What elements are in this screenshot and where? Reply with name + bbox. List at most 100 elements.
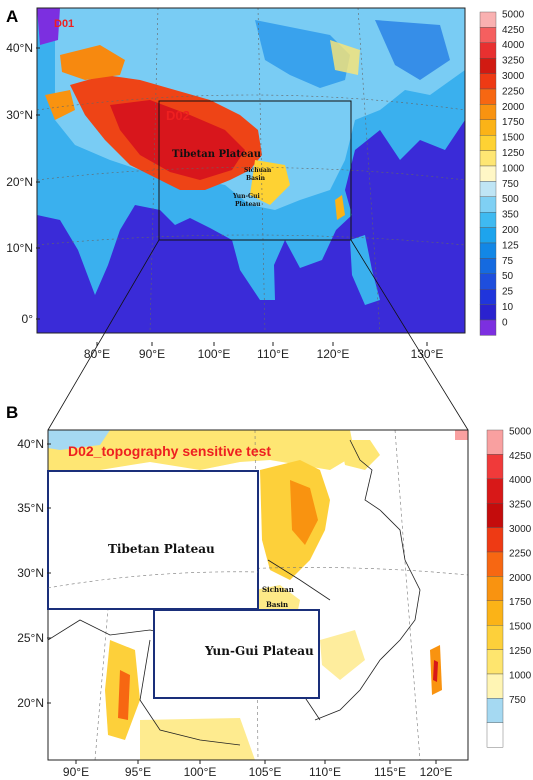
a-cbar-label-10: 1000 (502, 163, 525, 174)
a-cbar-swatch-8 (479, 134, 497, 151)
a-cbar-swatch-6 (479, 104, 497, 121)
a-cbar-label-0: 5000 (502, 9, 525, 20)
a-cbar-label-5: 2250 (502, 86, 525, 97)
a-lat-tick-4: 0° (22, 312, 34, 326)
a-cbar-swatch-2 (479, 42, 497, 59)
a-cbar-label-7: 1750 (502, 117, 525, 128)
a-cbar-swatch-7 (479, 119, 497, 136)
b-cbar-label-1: 4250 (509, 451, 532, 462)
b-cbar-label-7: 1750 (509, 597, 532, 608)
taiwan-core (433, 660, 438, 682)
d02-label: D02 (166, 108, 190, 123)
yungui-label-a2: Plateau (235, 201, 261, 208)
sichuan-label-a2: Basin (246, 175, 266, 182)
yungui-area (250, 160, 290, 205)
b-lon-tick-5: 115°E (374, 765, 406, 779)
a-cbar-label-4: 3000 (502, 71, 525, 82)
a-cbar-label-13: 350 (502, 210, 519, 221)
tibetan-label-b: Tibetan Plateau (108, 542, 215, 556)
a-lon-tick-5: 130°E (411, 347, 444, 361)
b-cbar-swatch-10 (486, 673, 504, 699)
a-cbar-label-1: 4250 (502, 25, 525, 36)
b-cbar-label-11: 750 (509, 695, 526, 706)
taihang-high (290, 480, 318, 545)
b-cbar-swatch-5 (486, 551, 504, 577)
b-lon-tick-3: 105°E (249, 765, 282, 779)
b-lat-tick-2: 30°N (17, 566, 44, 580)
tibetan-label-a: Tibetan Plateau (172, 149, 261, 160)
d02-box (158, 100, 352, 241)
d01-label: D01 (54, 18, 74, 30)
b-cbar-swatch-9 (486, 649, 504, 675)
a-cbar-swatch-20 (479, 319, 497, 336)
b-cbar-swatch-12 (486, 722, 504, 748)
panel-a-lon-ticks: 80°E 90°E 100°E 110°E 120°E 130°E (84, 342, 443, 361)
b-lon-tick-1: 95°E (125, 765, 151, 779)
zoom-line-left (47, 239, 160, 431)
a-cbar-label-14: 200 (502, 225, 519, 236)
a-lat-tick-0: 40°N (6, 41, 33, 55)
a-cbar-swatch-4 (479, 73, 497, 90)
a-cbar-label-17: 50 (502, 271, 514, 282)
a-cbar-label-15: 125 (502, 240, 519, 251)
b-lat-tick-4: 20°N (17, 696, 44, 710)
a-lon-tick-4: 120°E (317, 347, 350, 361)
a-lon-tick-3: 110°E (257, 347, 289, 361)
a-cbar-label-11: 750 (502, 179, 519, 190)
a-cbar-label-8: 1500 (502, 133, 525, 144)
panel-b-label: B (6, 403, 18, 422)
grid-a (37, 8, 465, 333)
b-cbar-swatch-6 (486, 576, 504, 602)
north-low (48, 430, 110, 450)
north-fill (48, 430, 355, 472)
a-cbar-swatch-11 (479, 181, 497, 197)
a-cbar-label-2: 4000 (502, 40, 525, 51)
sichuan-label-b1: Sichuan (262, 585, 294, 594)
hengduan-high (118, 670, 130, 720)
a-cbar-swatch-18 (479, 289, 497, 305)
panel-a-map (37, 8, 465, 333)
tibetan-box (47, 470, 259, 610)
b-cbar-swatch-0 (486, 429, 504, 455)
b-lat-tick-3: 25°N (17, 631, 44, 645)
b-cbar-swatch-11 (486, 698, 504, 724)
a-cbar-label-3: 3250 (502, 56, 525, 67)
b-cbar-label-5: 2250 (509, 548, 532, 559)
b-cbar-label-3: 3250 (509, 500, 532, 511)
a-cbar-swatch-1 (479, 27, 497, 43)
mongolia-low (255, 20, 350, 88)
b-cbar-label-4: 3000 (509, 524, 532, 535)
sichuan-label-b2: Basin (266, 600, 288, 609)
a-cbar-swatch-10 (479, 165, 497, 182)
a-cbar-label-12: 500 (502, 194, 519, 205)
b-cbar-label-8: 1500 (509, 622, 532, 633)
tianshan (60, 45, 125, 80)
panel-a-lat-ticks: 40°N 30°N 20°N 10°N 0° (6, 41, 40, 326)
a-lon-tick-2: 100°E (198, 347, 231, 361)
b-cbar-label-0: 5000 (509, 426, 532, 437)
b-cbar-swatch-1 (486, 454, 504, 479)
a-cbar-label-19: 10 (502, 302, 514, 313)
pamir (45, 90, 75, 120)
taiwan-a (335, 195, 345, 220)
b-lat-tick-1: 35°N (17, 501, 44, 515)
b-lon-tick-0: 90°E (63, 765, 89, 779)
nanling (320, 630, 365, 680)
a-cbar-swatch-19 (479, 304, 497, 321)
b-lon-tick-4: 110°E (309, 765, 341, 779)
a-cbar-swatch-17 (479, 273, 497, 290)
b-lon-tick-6: 120°E (420, 765, 453, 779)
panel-a-label: A (6, 7, 18, 26)
philippines-a (350, 235, 380, 305)
b-cbar-label-6: 2000 (509, 573, 532, 584)
b-cbar-swatch-3 (486, 503, 504, 528)
a-cbar-swatch-15 (479, 242, 497, 259)
panel-b-colorbar: 5000 4250 4000 3250 3000 2250 2000 1750 1500 1250… (486, 426, 532, 748)
caspian (37, 8, 60, 45)
b-cbar-label-2: 4000 (509, 475, 532, 486)
tibet-core (110, 100, 245, 180)
yungui-label-a1: Yun-Gui (232, 193, 260, 200)
a-cbar-swatch-16 (479, 258, 497, 274)
a-lon-tick-1: 90°E (139, 347, 165, 361)
